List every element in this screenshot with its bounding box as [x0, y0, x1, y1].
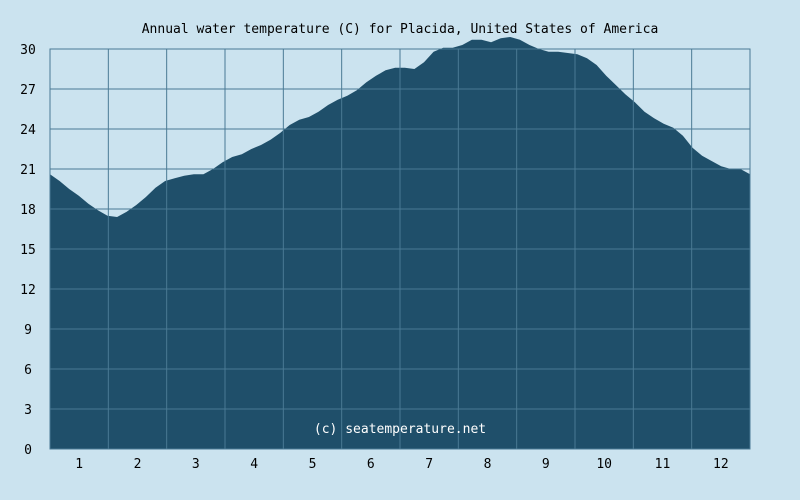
- y-tick-label: 12: [20, 283, 36, 298]
- plot-border: [49, 48, 751, 450]
- y-tick-label: 21: [20, 163, 36, 178]
- x-tick-label: 11: [655, 457, 671, 472]
- x-tick-label: 4: [250, 457, 258, 472]
- y-tick-label: 27: [20, 83, 36, 98]
- plot-area: [49, 37, 751, 450]
- x-tick-label: 5: [309, 457, 317, 472]
- y-tick-label: 30: [20, 43, 36, 58]
- y-tick-label: 0: [24, 443, 32, 458]
- y-tick-label: 6: [24, 363, 32, 378]
- x-tick-label: 8: [484, 457, 492, 472]
- y-axis: 0 3 6 9 12 15 18 21 24 27 30: [20, 43, 36, 458]
- x-axis: 1 2 3 4 5 6 7 8 9 10 11 12: [75, 457, 728, 472]
- x-tick-label: 10: [596, 457, 612, 472]
- x-tick-label: 1: [75, 457, 83, 472]
- y-tick-label: 18: [20, 203, 36, 218]
- y-tick-label: 3: [24, 403, 32, 418]
- y-tick-label: 9: [24, 323, 32, 338]
- x-tick-label: 7: [425, 457, 433, 472]
- y-tick-label: 15: [20, 243, 36, 258]
- x-tick-label: 12: [713, 457, 729, 472]
- x-tick-label: 6: [367, 457, 375, 472]
- chart-title: Annual water temperature (C) for Placida…: [142, 22, 659, 37]
- y-tick-label: 24: [20, 123, 36, 138]
- x-tick-label: 3: [192, 457, 200, 472]
- x-tick-label: 9: [542, 457, 550, 472]
- watermark-credit: (c) seatemperature.net: [314, 422, 486, 437]
- x-tick-label: 2: [134, 457, 142, 472]
